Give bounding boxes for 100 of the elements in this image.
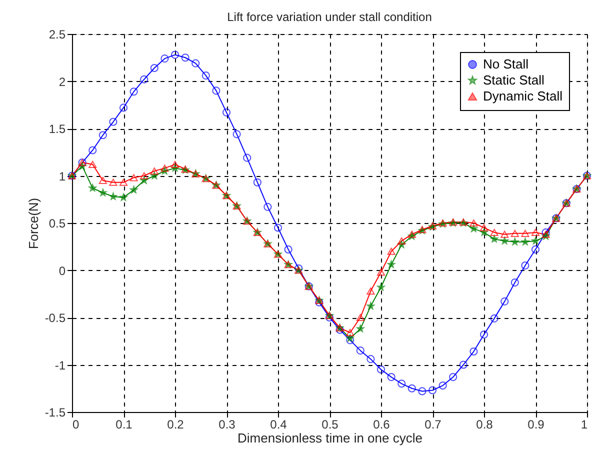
point: [532, 236, 540, 244]
x-tick-label: 0: [72, 418, 80, 432]
y-axis-title: Force(N): [26, 198, 41, 250]
point: [490, 314, 498, 322]
point: [387, 373, 396, 382]
point: [274, 224, 282, 232]
x-tick-label: 0.7: [424, 418, 442, 432]
chart-title: Lift force variation under stall condition: [227, 10, 432, 24]
x-tick-label: 1: [580, 418, 588, 432]
x-tick-label: 0.1: [116, 418, 133, 432]
point: [511, 238, 519, 246]
point: [109, 192, 118, 200]
point: [109, 118, 118, 126]
point: [510, 230, 519, 237]
point: [387, 248, 396, 255]
point: [160, 164, 169, 172]
point: [480, 224, 488, 232]
x-tick-label: 0.8: [476, 418, 494, 432]
y-tick-label: 0.5: [48, 216, 66, 230]
point: [356, 324, 364, 332]
point: [521, 230, 530, 237]
point: [356, 346, 364, 355]
point: [346, 329, 354, 336]
point: [470, 219, 478, 227]
point: [119, 178, 128, 186]
point: [130, 186, 138, 194]
point: [490, 228, 498, 236]
point: [264, 202, 272, 211]
x-tick-label: 0.6: [373, 418, 390, 432]
point: [232, 130, 241, 138]
point: [109, 178, 118, 186]
point: [325, 313, 334, 322]
point: [531, 245, 540, 254]
x-tick-label: 0.2: [167, 418, 184, 432]
point: [192, 59, 200, 68]
point: [356, 314, 364, 322]
point: [376, 365, 386, 374]
point: [140, 172, 148, 180]
point: [470, 347, 478, 356]
point: [98, 131, 107, 140]
point: [366, 287, 375, 295]
point: [500, 230, 509, 238]
y-tick-label: -1: [54, 358, 66, 372]
point: [366, 355, 375, 364]
point: [376, 268, 386, 276]
point: [418, 387, 426, 396]
y-tick-label: 2: [58, 74, 66, 89]
point: [521, 261, 530, 270]
point: [428, 386, 437, 394]
point: [120, 193, 128, 201]
point: [377, 283, 385, 291]
point: [88, 184, 96, 192]
y-tick-label: 1: [58, 169, 66, 184]
point: [387, 260, 396, 268]
y-tick-label: 2.5: [48, 28, 66, 42]
point: [98, 176, 107, 184]
x-tick-label: 0.4: [270, 418, 288, 432]
point: [398, 237, 406, 245]
legend-label: No Stall: [483, 56, 529, 72]
point: [99, 188, 107, 196]
point: [140, 75, 148, 84]
point: [150, 64, 158, 72]
point: [480, 330, 488, 339]
x-tick-label: 0.9: [528, 418, 545, 432]
point: [202, 72, 210, 80]
point: [284, 245, 292, 254]
point: [253, 178, 262, 186]
point: [500, 297, 509, 306]
point: [160, 54, 169, 63]
point: [336, 326, 344, 334]
point: [500, 236, 508, 244]
x-axis-title: Dimensionless time in one cycle: [238, 430, 422, 446]
y-tick-label: 0: [58, 264, 66, 278]
point: [212, 86, 220, 95]
y-tick-label: -0.5: [44, 311, 66, 325]
x-tick-label: 0.5: [322, 418, 339, 432]
point: [222, 108, 231, 116]
point: [490, 235, 498, 242]
point: [346, 336, 354, 344]
point: [150, 172, 158, 180]
point: [243, 154, 252, 162]
y-tick-label: 1.5: [48, 122, 66, 136]
point: [130, 174, 138, 182]
point: [170, 160, 180, 168]
point: [88, 146, 97, 154]
point: [408, 230, 416, 238]
point: [170, 50, 180, 59]
point: [449, 373, 458, 382]
point: [366, 302, 375, 310]
point: [470, 224, 478, 232]
x-tick-label: 0.3: [218, 418, 236, 432]
point: [88, 160, 97, 168]
point: [531, 228, 540, 236]
point: [346, 334, 354, 342]
point: [510, 278, 519, 287]
legend-label: Static Stall: [483, 72, 545, 88]
legend-label: Dynamic Stall: [483, 88, 563, 104]
point: [521, 238, 530, 246]
point: [130, 88, 138, 96]
point: [408, 384, 416, 392]
